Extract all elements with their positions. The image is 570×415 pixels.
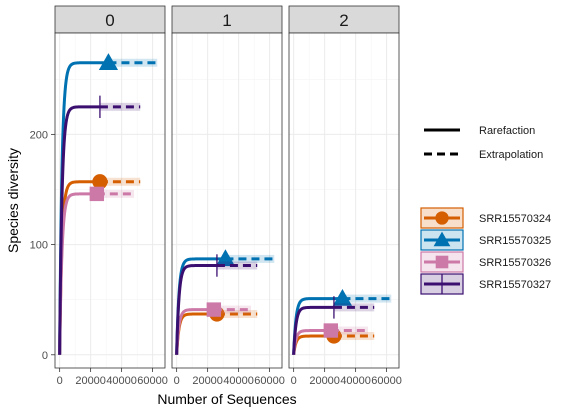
plot-background — [172, 33, 282, 368]
x-tick-label: 0 — [174, 375, 180, 387]
y-axis: 0 100 200 — [30, 129, 55, 362]
x-tick-label: 20000 — [192, 375, 223, 387]
x-axis-title: Number of Sequences — [157, 391, 296, 407]
series-SRR15570327-facet-0 — [58, 95, 141, 355]
x-tick-label: 40000 — [223, 375, 254, 387]
facet-strip-2 — [288, 5, 400, 34]
legend-key-marker — [435, 211, 449, 225]
rarefaction-line — [58, 105, 100, 355]
confidence-band — [225, 254, 275, 263]
series-SRR15570327-facet-1 — [175, 254, 258, 355]
y-axis-title: Species diversity — [5, 148, 21, 253]
facet-strip-0 — [54, 5, 166, 34]
legend-series-label: SRR15570324 — [479, 213, 551, 225]
observed-point — [332, 288, 353, 306]
legend-linetype-label: Rarefaction — [479, 125, 535, 137]
x-tick-label: 0 — [57, 375, 63, 387]
x-tick-label: 20000 — [75, 375, 106, 387]
facet-panel-1: 1 0 20000 40000 60000 — [171, 5, 285, 387]
observed-point — [215, 249, 236, 267]
observed-point — [206, 302, 222, 317]
y-tick-label: 200 — [30, 129, 48, 141]
rarefaction-line — [292, 305, 334, 355]
facet-label-2: 2 — [339, 11, 348, 30]
plot-background — [55, 33, 165, 368]
observed-point — [89, 186, 105, 202]
plot-background — [289, 33, 399, 368]
facet-label-0: 0 — [105, 11, 114, 30]
legend-key-SRR15570327: SRR15570327 — [420, 273, 551, 295]
observed-point — [98, 53, 119, 70]
legend-series-label: SRR15570327 — [479, 279, 551, 291]
rarefaction-line — [175, 264, 217, 355]
series-SRR15570326-facet-2 — [292, 323, 369, 355]
panel-border — [171, 32, 283, 369]
y-tick-label: 100 — [30, 240, 48, 252]
confidence-band — [108, 58, 158, 67]
x-tick-label: 0 — [291, 375, 297, 387]
x-tick-label: 40000 — [340, 375, 371, 387]
legend-series-label: SRR15570326 — [479, 257, 551, 269]
x-tick-label: 60000 — [254, 375, 285, 387]
legend-linetype-label: Extrapolation — [479, 149, 543, 161]
facet-panel-0: 0 0 20000 40000 60000 — [54, 5, 168, 387]
observed-point — [323, 323, 339, 338]
legend-key-SRR15570326: SRR15570326 — [420, 251, 551, 273]
x-tick-label: 40000 — [106, 375, 137, 387]
facet-label-1: 1 — [222, 11, 231, 30]
legend-key-SRR15570324: SRR15570324 — [420, 207, 551, 229]
legend-key-marker — [433, 231, 451, 247]
confidence-band — [342, 294, 392, 303]
panel-border — [54, 32, 166, 369]
x-tick-label: 60000 — [371, 375, 402, 387]
y-tick-label: 0 — [42, 350, 48, 362]
legend-series-label: SRR15570325 — [479, 235, 551, 247]
legend-key-marker — [435, 255, 449, 269]
observed-point — [92, 174, 108, 190]
panel-border — [288, 32, 400, 369]
x-tick-label: 60000 — [137, 375, 168, 387]
series-SRR15570327-facet-2 — [292, 296, 375, 355]
legend: Rarefaction Extrapolation SRR15570324 SRR15… — [420, 125, 551, 295]
x-tick-label: 20000 — [309, 375, 340, 387]
legend-key-SRR15570325: SRR15570325 — [420, 229, 551, 251]
facet-panel-2: 2 0 20000 40000 60000 — [288, 5, 402, 387]
